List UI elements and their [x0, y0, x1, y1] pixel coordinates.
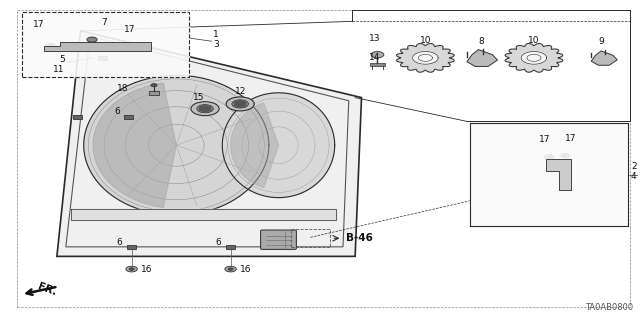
Text: 5
11: 5 11 — [53, 55, 65, 74]
Text: 14: 14 — [369, 53, 380, 62]
Text: 18: 18 — [117, 84, 129, 93]
Polygon shape — [413, 51, 438, 64]
Polygon shape — [397, 43, 454, 72]
Text: 6: 6 — [114, 108, 120, 116]
Circle shape — [196, 105, 213, 113]
Text: 17: 17 — [540, 135, 551, 144]
Bar — [370, 63, 385, 66]
Polygon shape — [521, 51, 547, 64]
Text: 6: 6 — [215, 238, 221, 247]
Polygon shape — [546, 159, 572, 190]
Text: 8: 8 — [479, 37, 484, 46]
Bar — [149, 91, 159, 95]
Text: B-46: B-46 — [346, 233, 372, 243]
Text: 2
4: 2 4 — [631, 162, 637, 181]
Text: 7: 7 — [102, 19, 108, 27]
Polygon shape — [84, 75, 269, 215]
Polygon shape — [231, 103, 278, 188]
Bar — [127, 245, 136, 249]
Polygon shape — [505, 43, 563, 72]
Polygon shape — [136, 46, 147, 51]
Circle shape — [191, 102, 219, 116]
Polygon shape — [44, 42, 151, 51]
Polygon shape — [222, 93, 335, 197]
Circle shape — [139, 47, 143, 49]
Text: 13: 13 — [369, 34, 380, 43]
Polygon shape — [591, 51, 617, 65]
Text: 6: 6 — [116, 238, 122, 247]
Polygon shape — [467, 50, 497, 66]
Circle shape — [225, 266, 236, 272]
Circle shape — [48, 45, 53, 47]
Circle shape — [547, 156, 551, 158]
Text: 15: 15 — [193, 93, 204, 102]
Text: 16: 16 — [240, 264, 252, 274]
Text: 10: 10 — [420, 36, 431, 45]
Text: 12: 12 — [234, 87, 246, 96]
Polygon shape — [22, 12, 189, 77]
Bar — [291, 229, 330, 247]
Bar — [73, 115, 82, 119]
Bar — [99, 56, 108, 60]
Circle shape — [151, 84, 157, 87]
Circle shape — [226, 97, 254, 111]
Polygon shape — [45, 43, 56, 48]
Polygon shape — [200, 106, 211, 112]
Bar — [124, 115, 133, 119]
Text: 16: 16 — [141, 264, 153, 274]
Circle shape — [129, 268, 134, 270]
Text: TA0AB0800: TA0AB0800 — [585, 303, 633, 312]
Circle shape — [228, 268, 233, 270]
Bar — [226, 245, 235, 249]
FancyBboxPatch shape — [260, 230, 296, 249]
Circle shape — [126, 266, 138, 272]
Circle shape — [371, 51, 384, 58]
Polygon shape — [544, 155, 554, 159]
Text: 9: 9 — [598, 37, 604, 46]
Text: 17: 17 — [124, 25, 136, 34]
Polygon shape — [235, 101, 246, 107]
Text: 17: 17 — [33, 20, 45, 29]
Polygon shape — [57, 31, 362, 256]
Circle shape — [232, 100, 248, 108]
Circle shape — [563, 155, 566, 156]
Text: 17: 17 — [565, 134, 577, 143]
Text: 10: 10 — [528, 36, 540, 45]
Text: FR.: FR. — [36, 281, 58, 297]
Polygon shape — [93, 83, 176, 207]
Polygon shape — [470, 123, 628, 226]
Polygon shape — [71, 209, 336, 220]
Polygon shape — [561, 154, 570, 158]
Text: 1
3: 1 3 — [213, 30, 219, 49]
Circle shape — [87, 37, 97, 42]
